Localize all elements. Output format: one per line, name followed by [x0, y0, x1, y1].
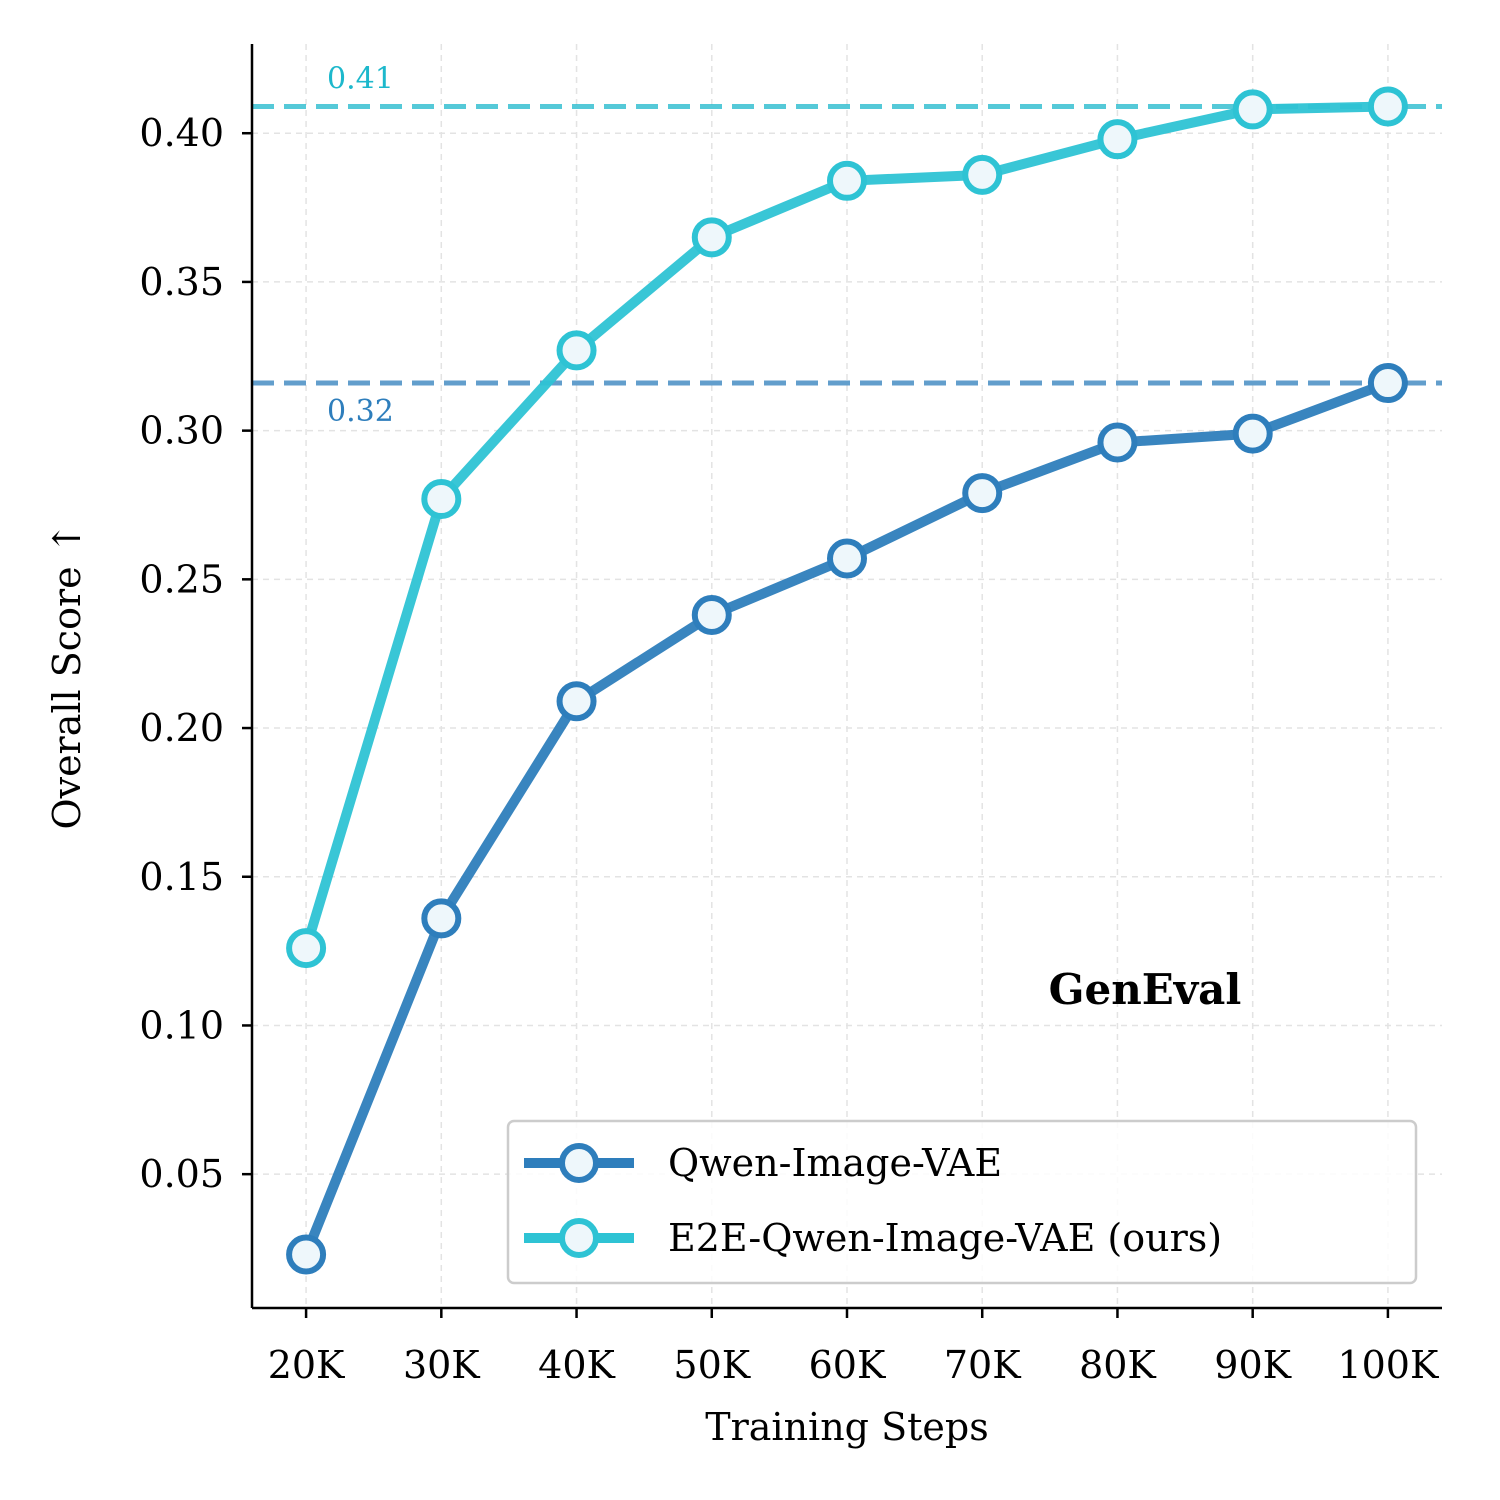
data-point	[962, 154, 1003, 195]
data-point	[1097, 119, 1138, 160]
y-tick-label: 0.20	[139, 706, 224, 750]
data-point	[962, 473, 1003, 514]
data-point	[691, 595, 732, 636]
reference-line-label: 0.32	[327, 394, 394, 429]
y-tick-label: 0.30	[139, 409, 224, 453]
y-tick-label: 0.35	[139, 260, 224, 304]
x-tick-label: 100K	[1337, 1343, 1439, 1387]
legend-box	[506, 1119, 1418, 1285]
data-point	[691, 217, 732, 258]
data-point	[1367, 363, 1408, 404]
y-tick-label: 0.05	[139, 1152, 224, 1196]
data-point	[1232, 413, 1273, 454]
data-point	[286, 1234, 327, 1275]
x-tick-label: 40K	[538, 1343, 615, 1387]
legend-swatch-marker	[559, 1218, 599, 1258]
panel-label: GenEval	[1049, 965, 1242, 1014]
data-point	[1367, 86, 1408, 127]
x-tick-label: 30K	[403, 1343, 480, 1387]
x-tick-label: 80K	[1079, 1343, 1156, 1387]
data-point	[556, 681, 597, 722]
y-tick-label: 0.10	[139, 1003, 224, 1047]
legend-entry: E2E-Qwen-Image-VAE (ours)	[524, 1216, 1222, 1260]
reference-lines: 0.41 0.32	[252, 61, 1442, 429]
grid	[252, 44, 1442, 1308]
x-tick-label: 50K	[673, 1343, 750, 1387]
data-point	[827, 160, 867, 201]
data-point	[827, 538, 867, 579]
y-tick-label: 0.15	[139, 855, 224, 899]
legend-label: Qwen-Image-VAE	[668, 1141, 1002, 1185]
y-tick-label: 0.40	[139, 111, 224, 155]
legend-entry: Qwen-Image-VAE	[524, 1141, 1002, 1185]
data-point	[556, 330, 597, 371]
legend-swatch-marker	[559, 1143, 599, 1183]
data-point	[286, 928, 327, 969]
x-tick-label: 60K	[809, 1343, 886, 1387]
series-layer	[286, 86, 1408, 1275]
x-tick-label: 90K	[1214, 1343, 1291, 1387]
y-tick-label: 0.25	[139, 557, 224, 601]
legend-label: E2E-Qwen-Image-VAE (ours)	[668, 1216, 1222, 1260]
x-axis-title: Training Steps	[705, 1405, 988, 1449]
y-axis-title: Overall Score ↑	[45, 522, 89, 829]
data-point	[1097, 422, 1138, 463]
x-tick-label: 70K	[944, 1343, 1021, 1387]
x-tick-label: 20K	[268, 1343, 345, 1387]
ticks: 0.05 0.10 0.15 0.20 0.25 0.30 0.35 0.40 20K 30K 40…	[139, 111, 1439, 1387]
series	[286, 86, 1408, 969]
series	[286, 363, 1408, 1275]
reference-line-label: 0.41	[327, 61, 394, 96]
data-point	[421, 898, 462, 939]
data-point	[1232, 89, 1273, 130]
data-point	[421, 479, 462, 520]
legend: Qwen-Image-VAE E2E-Qwen-Image-VAE (ours)	[506, 1119, 1418, 1285]
